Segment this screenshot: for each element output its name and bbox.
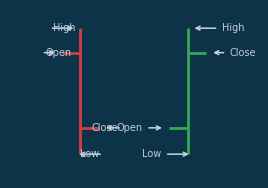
Text: Open: Open xyxy=(117,123,143,133)
Text: High: High xyxy=(53,23,76,33)
Text: Close: Close xyxy=(230,48,256,58)
Text: Low: Low xyxy=(80,149,100,159)
Text: Low: Low xyxy=(142,149,161,159)
Text: Open: Open xyxy=(45,48,71,58)
Text: High: High xyxy=(222,23,244,33)
Text: Close: Close xyxy=(92,123,118,133)
